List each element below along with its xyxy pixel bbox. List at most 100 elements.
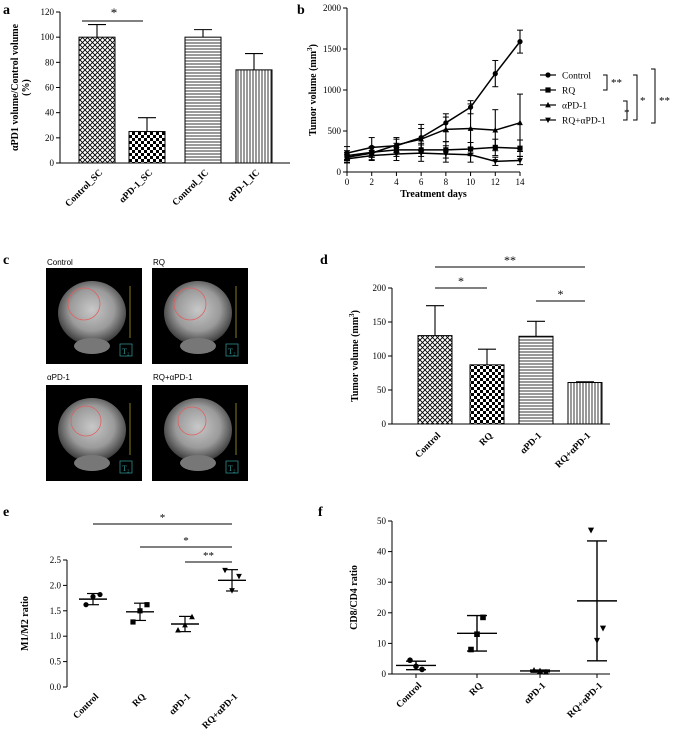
significance-label-0: ** (504, 253, 516, 267)
data-point-1 (144, 602, 150, 608)
bar-3 (235, 69, 273, 164)
x-tick-label: 2 (369, 177, 374, 187)
y-tick-label: 500 (328, 126, 342, 136)
mri-t2-icon: T₂ (228, 464, 236, 473)
legend-significance-0: ** (611, 77, 622, 89)
series-2-point (492, 127, 499, 133)
x-tick-label: 6 (419, 177, 424, 187)
x-tick-label-1: αPD-1_SC (118, 168, 155, 205)
series-3-point (368, 153, 375, 159)
legend-label-3: RQ+αPD-1 (562, 117, 606, 127)
bar-0 (417, 335, 453, 425)
legend-significance-3: ** (659, 95, 670, 107)
series-3-point (344, 156, 350, 162)
legend-marker-0 (545, 72, 551, 78)
y-tick-label: 40 (377, 547, 387, 557)
y-tick-label: 0 (382, 669, 387, 679)
y-tick-label: 10 (377, 638, 387, 648)
legend-significance-2: * (640, 95, 646, 107)
bar-1 (469, 364, 505, 425)
y-tick-label: 40 (45, 108, 55, 118)
y-axis-title: Tumor volume (mm3) (348, 310, 361, 402)
y-tick-label: 120 (41, 7, 55, 17)
legend-marker-3 (545, 117, 551, 124)
data-point-0 (83, 602, 89, 608)
y-tick-label: 1500 (323, 44, 342, 54)
data-point-3 (593, 637, 601, 644)
y-tick-label: 80 (45, 57, 55, 67)
x-tick-label-2: αPD-1 (519, 431, 545, 457)
y-tick-label: 100 (41, 32, 55, 42)
x-tick-label-0: Control (72, 692, 102, 722)
x-tick-label-1: RQ (131, 692, 148, 709)
significance-label-0: * (111, 5, 118, 20)
y-tick-label: 20 (377, 608, 387, 618)
x-tick-label-3: RQ+αPD-1 (566, 681, 605, 720)
data-point-0 (97, 591, 103, 598)
series-2-point (517, 119, 523, 126)
mri-label-rq: RQ (153, 258, 165, 267)
mri-t2-icon: T₂ (122, 464, 130, 473)
mri-image-control: T₂ (46, 268, 142, 364)
data-point-0 (419, 666, 425, 673)
data-point-2 (530, 666, 538, 673)
x-tick-label-0: Control (414, 431, 444, 461)
x-tick-label-2: αPD-1 (523, 681, 549, 707)
data-point-2 (182, 621, 188, 628)
panel-letter-a: a (3, 3, 10, 18)
y-tick-label: 0 (382, 419, 387, 429)
significance-label-2: ** (203, 550, 214, 562)
series-3-point (393, 151, 400, 158)
series-line-0 (346, 41, 521, 154)
bar-1 (128, 131, 166, 164)
y-tick-label: 0.5 (50, 657, 62, 667)
x-tick-label-0: Control_SC (64, 168, 105, 209)
legend-label-1: RQ (562, 87, 575, 97)
x-tick-label: 14 (516, 177, 526, 187)
series-line-3 (346, 152, 521, 163)
y-axis-unit: (%) (21, 79, 32, 96)
y-axis-title: CD8/CD4 ratio (349, 565, 360, 630)
significance-label-1: * (458, 274, 464, 288)
x-tick-label-2: αPD-1 (168, 692, 194, 718)
panel-letter-f: f (318, 505, 323, 520)
y-tick-label: 60 (45, 83, 55, 93)
data-point-3 (587, 527, 595, 534)
data-point-1 (137, 608, 143, 614)
y-tick-label: 1.0 (50, 631, 62, 641)
y-tick-label: 1000 (323, 85, 342, 95)
y-tick-label: 50 (377, 516, 387, 526)
data-point-0 (90, 593, 96, 600)
legend-label-2: αPD-1 (562, 102, 587, 112)
bar-2 (518, 335, 554, 425)
y-axis-title: Tumor volume (mm3) (306, 44, 319, 136)
panel-letter-c: c (3, 253, 9, 268)
x-tick-label: 8 (444, 177, 449, 187)
y-tick-label: 0 (337, 167, 342, 177)
y-tick-label: 150 (373, 317, 387, 327)
chart-b: 0 500 1000 1500 2000 0 2 4 6 8 10 12 14 Treatment day… (306, 3, 670, 200)
x-tick-label: 12 (491, 177, 500, 187)
y-tick-label: 2.5 (50, 555, 62, 565)
legend-bracket-2 (633, 74, 638, 121)
bar-0 (78, 36, 116, 164)
legend-bracket-0 (603, 74, 608, 91)
data-point-3 (236, 573, 242, 580)
mri-label-rq-apd1: RQ+αPD-1 (153, 373, 193, 382)
series-2-point (442, 126, 449, 132)
chart-e: 0.0 0.5 1.0 1.5 2.0 2.5 M1/M2 ratio Control RQ αP… (20, 512, 246, 731)
x-tick-label-3: RQ+αPD-1 (201, 692, 240, 731)
y-tick-label: 50 (377, 385, 387, 395)
series-3-point (467, 152, 474, 158)
significance-label-1: * (183, 535, 189, 547)
data-point-1 (474, 631, 480, 638)
legend-bracket-1 (623, 100, 628, 121)
x-tick-label-1: RQ (468, 681, 485, 698)
bar-3 (567, 382, 603, 425)
legend-bracket-3 (651, 68, 656, 124)
x-tick-label-1: RQ (478, 431, 495, 448)
mri-t2-icon: T₂ (228, 347, 236, 356)
mri-label-apd1: αPD-1 (47, 373, 70, 382)
x-tick-label-0: Control (395, 681, 425, 711)
